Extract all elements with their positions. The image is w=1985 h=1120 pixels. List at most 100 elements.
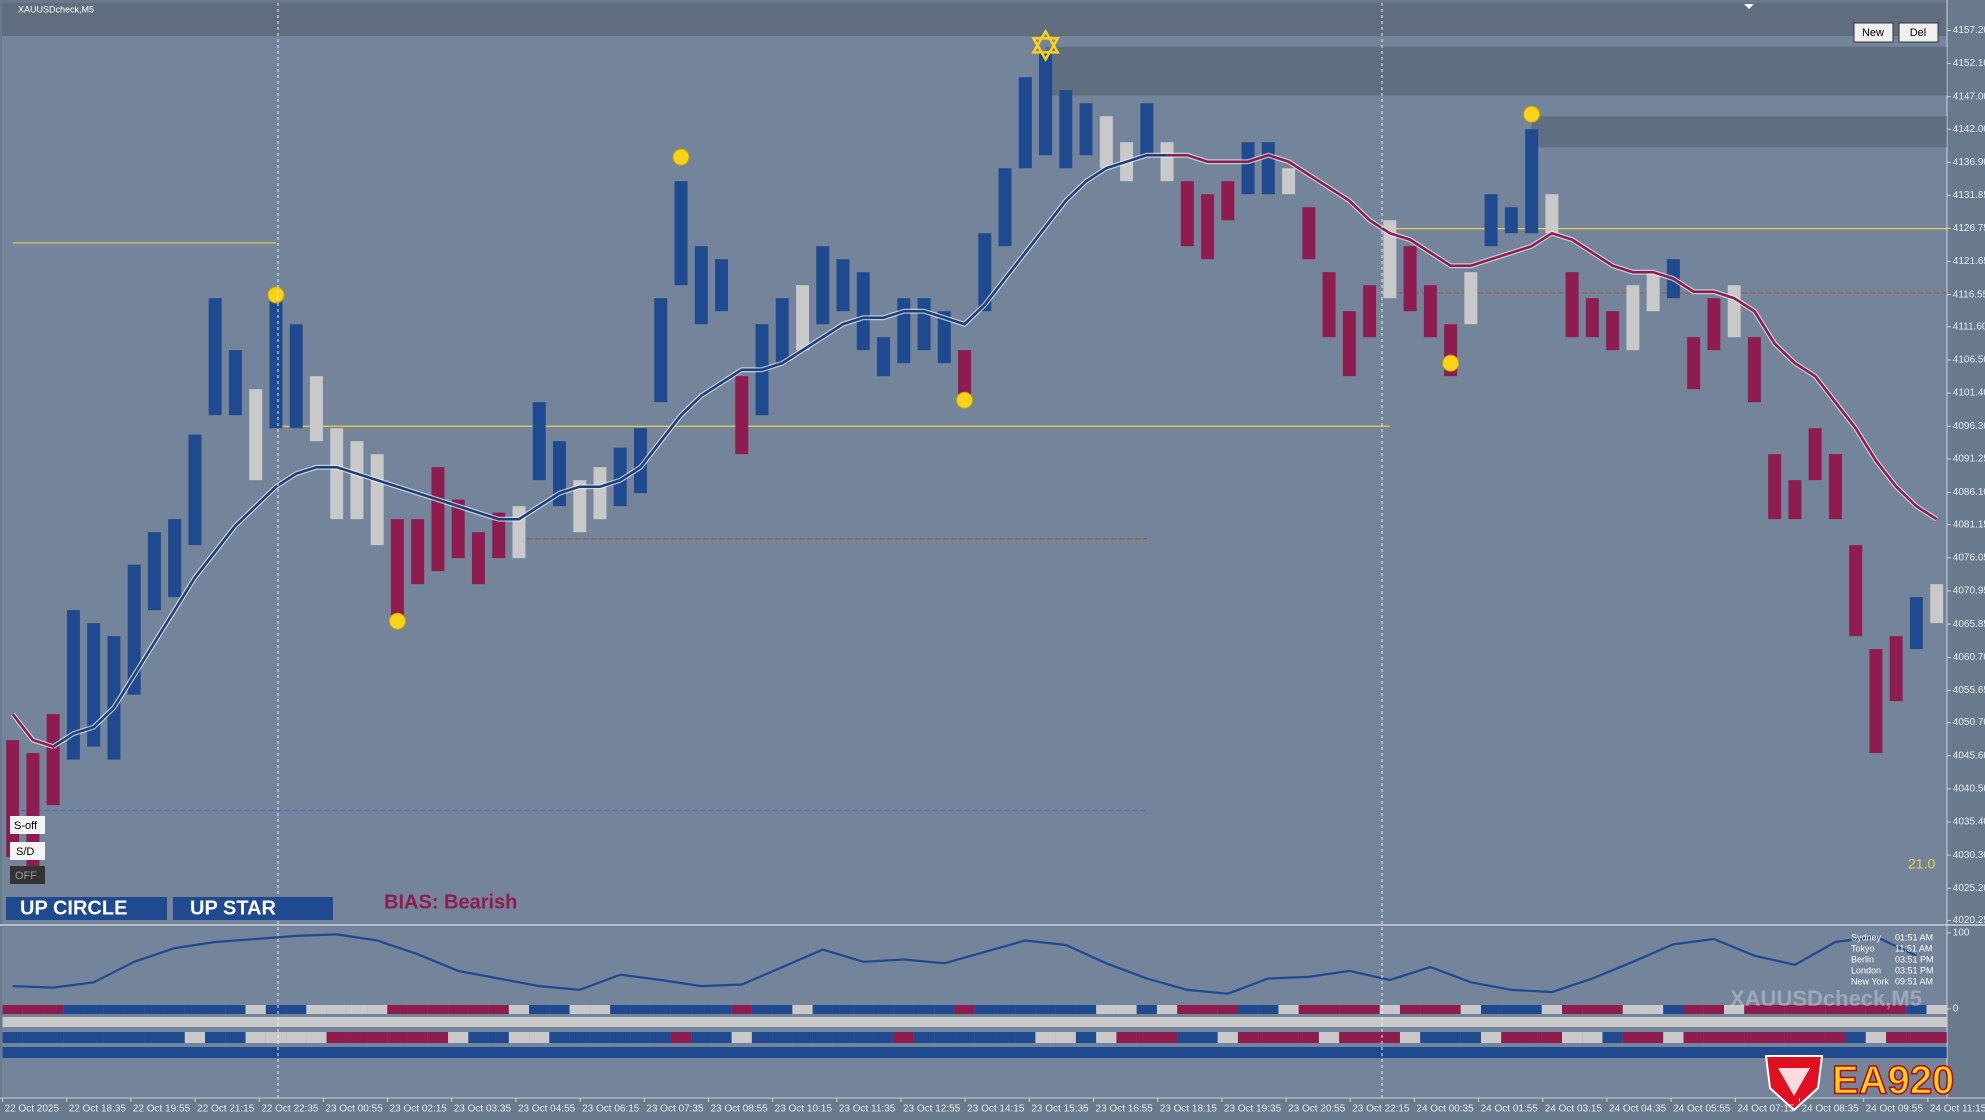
signal-box (6, 897, 167, 920)
price-bar (451, 499, 465, 559)
state-strip (1926, 1005, 1947, 1014)
y-tick-label: 4076.05 (1953, 552, 1985, 563)
state-strip (1156, 1032, 1178, 1043)
x-tick-label: 24 Oct 09:55 (1866, 1104, 1924, 1115)
state-strip (225, 1005, 246, 1014)
price-bar (431, 467, 445, 572)
price-bar (1727, 285, 1741, 338)
off-button[interactable] (10, 866, 45, 884)
state-strip (1541, 1032, 1562, 1043)
state-strip (873, 1005, 894, 1014)
star-marker (1031, 28, 1060, 54)
state-strip (245, 1005, 266, 1014)
state-strip (1460, 1032, 1481, 1043)
state-strip (650, 1005, 671, 1014)
del-button[interactable] (1898, 22, 1939, 43)
state-strip (853, 1032, 874, 1043)
state-strip (549, 1005, 570, 1014)
session-city: New York (1851, 976, 1890, 986)
state-strip (1906, 1032, 1927, 1043)
scroll-marker (1744, 4, 1754, 9)
new-button-label[interactable]: New (1862, 27, 1884, 39)
price-bar (1484, 194, 1498, 247)
state-strip (1825, 1005, 1846, 1014)
state-strip (1440, 1032, 1461, 1043)
price-bar (1039, 51, 1053, 156)
y-tick-label: 4030.30 (1953, 850, 1985, 861)
state-strip (1825, 1032, 1846, 1043)
swing-circle (672, 148, 690, 166)
off-label[interactable]: OFF (15, 870, 37, 882)
state-strip (508, 1032, 530, 1043)
state-strip (1237, 1005, 1259, 1014)
state-strip (1582, 1005, 1603, 1014)
state-strip (1440, 1005, 1461, 1014)
state-strip (1197, 1032, 1218, 1043)
del-button-label[interactable]: Del (1910, 27, 1927, 39)
x-tick-label: 23 Oct 07:35 (646, 1104, 704, 1115)
osc-tick-label: 0 (1953, 1003, 1959, 1014)
price-bar (634, 428, 647, 494)
price-bar (674, 181, 688, 286)
state-strip (792, 1032, 813, 1043)
state-strip (448, 1005, 469, 1014)
price-bar (1342, 311, 1356, 377)
y-tick-label: 4126.75 (1953, 223, 1985, 234)
price-bar (168, 519, 182, 598)
state-strip (2, 1005, 23, 1014)
state-strip (549, 1032, 570, 1043)
price-bar (1828, 454, 1842, 520)
state-strip (1136, 1005, 1157, 1014)
price-bar (1201, 194, 1215, 260)
state-strip (1359, 1005, 1380, 1014)
state-strip (1298, 1032, 1319, 1043)
state-strip (1480, 1032, 1502, 1043)
state-strip (873, 1032, 894, 1043)
state-strip (974, 1032, 995, 1043)
state-strip (994, 1032, 1016, 1043)
price-bar (998, 168, 1012, 247)
state-strip (164, 1032, 185, 1043)
state-strip (1643, 1032, 1664, 1043)
state-strip (1055, 1032, 1076, 1043)
state-strip (934, 1032, 955, 1043)
state-strip (1480, 1005, 1502, 1014)
sd-button[interactable] (10, 842, 45, 860)
price-bar (775, 298, 789, 364)
x-tick-label: 23 Oct 19:35 (1224, 1104, 1282, 1115)
supply-zone (1045, 46, 1947, 96)
state-strip (1724, 1032, 1745, 1043)
price-bar (127, 564, 141, 695)
y-tick-label: 4147.00 (1953, 91, 1985, 102)
state-strip (1177, 1005, 1198, 1014)
price-bar (1099, 116, 1113, 169)
state-strip (387, 1005, 408, 1014)
session-city: Tokyo (1851, 943, 1875, 953)
s-off-label[interactable]: S-off (14, 820, 38, 832)
chart-title: XAUUSDcheck,M5 (18, 4, 94, 14)
state-strip (1663, 1032, 1684, 1043)
state-strip (1460, 1005, 1481, 1014)
session-time: 11:51 AM (1895, 943, 1932, 953)
state-strip (1501, 1032, 1522, 1043)
state-strip (63, 1032, 84, 1043)
x-tick-label: 24 Oct 01:55 (1481, 1104, 1539, 1115)
state-strip (488, 1032, 509, 1043)
state-strip (265, 1005, 287, 1014)
state-strip (286, 1005, 307, 1014)
state-strip (205, 1005, 226, 1014)
price-bar (897, 298, 911, 364)
x-tick-label: 23 Oct 03:35 (454, 1104, 512, 1115)
sd-label[interactable]: S/D (16, 846, 34, 858)
price-bar (1282, 168, 1296, 195)
state-strip (913, 1032, 935, 1043)
bias-label: BIAS: Bearish (384, 891, 517, 913)
s-off-button[interactable] (10, 816, 45, 834)
state-strip (1683, 1032, 1704, 1043)
state-strip (488, 1005, 509, 1014)
watermark: XAUUSDcheck,M5 (1730, 986, 1922, 1011)
state-strip (893, 1005, 914, 1014)
x-tick-label: 23 Oct 04:55 (518, 1104, 576, 1115)
new-button[interactable] (1853, 22, 1894, 43)
